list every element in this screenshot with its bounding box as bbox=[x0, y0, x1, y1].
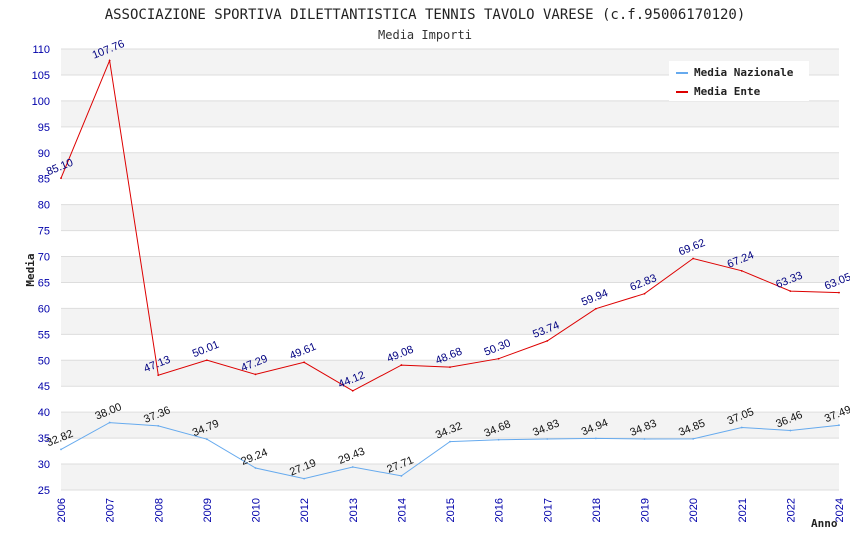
data-point bbox=[351, 466, 354, 468]
data-point bbox=[692, 437, 695, 440]
data-point bbox=[594, 437, 597, 440]
x-tick-label: 2008 bbox=[153, 498, 165, 522]
data-point bbox=[400, 364, 403, 366]
y-tick-label: 65 bbox=[38, 277, 50, 289]
data-point bbox=[789, 429, 792, 432]
x-axis-label: Anno bbox=[811, 517, 838, 530]
legend-label: Media Ente bbox=[694, 85, 761, 98]
grid-band bbox=[61, 100, 839, 127]
x-tick-label: 2022 bbox=[785, 498, 797, 522]
data-point bbox=[205, 438, 208, 441]
x-tick-label: 2018 bbox=[591, 498, 603, 522]
y-tick-label: 50 bbox=[38, 355, 50, 367]
grid-band bbox=[61, 412, 839, 439]
x-tick-label: 2010 bbox=[251, 498, 263, 522]
chart-subtitle: Media Importi bbox=[378, 28, 472, 42]
data-point bbox=[789, 290, 792, 293]
y-tick-label: 55 bbox=[38, 329, 50, 341]
data-point bbox=[594, 307, 597, 310]
y-axis-label: Media bbox=[24, 253, 37, 286]
y-tick-label: 85 bbox=[38, 174, 50, 186]
grid-band bbox=[61, 464, 839, 490]
y-axis-ticks: 25 30 35 40 45 50 55 60 65 70 75 80 85 90 95 100 105 110 bbox=[32, 44, 50, 497]
x-tick-label: 2019 bbox=[640, 498, 652, 522]
data-point bbox=[351, 389, 354, 392]
x-tick-label: 2014 bbox=[396, 498, 408, 522]
grid-band bbox=[61, 308, 839, 335]
data-point bbox=[546, 339, 549, 342]
data-point bbox=[60, 177, 62, 180]
grid-bands bbox=[61, 49, 839, 490]
data-point bbox=[838, 291, 840, 294]
data-point bbox=[692, 257, 695, 260]
y-tick-label: 45 bbox=[38, 381, 50, 393]
data-point bbox=[254, 467, 257, 469]
data-point bbox=[497, 357, 500, 360]
y-tick-label: 40 bbox=[38, 407, 50, 419]
y-tick-label: 100 bbox=[32, 96, 50, 108]
x-tick-label: 2021 bbox=[737, 498, 749, 522]
data-point bbox=[60, 448, 62, 451]
data-point bbox=[108, 59, 111, 62]
x-tick-label: 2015 bbox=[445, 498, 457, 522]
data-point bbox=[838, 424, 840, 427]
data-point bbox=[449, 440, 451, 443]
series-lines bbox=[60, 58, 840, 480]
y-tick-label: 60 bbox=[38, 303, 50, 315]
chart-title: ASSOCIAZIONE SPORTIVA DILETTANTISTICA TE… bbox=[105, 7, 746, 23]
data-point bbox=[108, 421, 111, 424]
x-tick-label: 2017 bbox=[542, 498, 554, 522]
y-tick-label: 25 bbox=[38, 485, 50, 497]
x-tick-label: 2012 bbox=[299, 498, 311, 522]
data-point bbox=[546, 438, 549, 440]
y-tick-label: 90 bbox=[38, 148, 50, 160]
grid-band bbox=[61, 204, 839, 231]
legend-box bbox=[669, 61, 809, 101]
data-point bbox=[303, 361, 306, 364]
x-axis-ticks: 2006 2007 2008 2009 2010 2012 2013 2014 2015 2016… bbox=[56, 498, 846, 522]
legend: Media Nazionale Media Ente bbox=[669, 61, 809, 101]
x-tick-label: 2013 bbox=[348, 498, 360, 522]
y-tick-label: 35 bbox=[38, 433, 50, 445]
data-point bbox=[643, 438, 646, 440]
grid-band bbox=[61, 256, 839, 283]
data-point bbox=[400, 475, 403, 477]
y-tick-label: 75 bbox=[38, 226, 50, 238]
y-tick-label: 110 bbox=[32, 44, 50, 56]
y-tick-label: 95 bbox=[38, 122, 50, 134]
x-tick-label: 2009 bbox=[202, 498, 214, 522]
data-point bbox=[157, 374, 160, 377]
x-tick-label: 2006 bbox=[56, 498, 68, 522]
data-point bbox=[449, 366, 451, 369]
data-point bbox=[157, 424, 160, 427]
data-point bbox=[740, 426, 743, 429]
x-tick-label: 2024 bbox=[834, 498, 846, 522]
data-point bbox=[643, 292, 646, 295]
y-tick-label: 30 bbox=[38, 459, 50, 471]
y-tick-label: 80 bbox=[38, 200, 50, 212]
y-tick-label: 70 bbox=[38, 252, 50, 264]
grid-band bbox=[61, 152, 839, 179]
x-tick-label: 2020 bbox=[688, 498, 700, 522]
data-point bbox=[205, 359, 208, 362]
legend-label: Media Nazionale bbox=[694, 66, 794, 79]
x-tick-label: 2016 bbox=[494, 498, 506, 522]
x-tick-label: 2007 bbox=[105, 498, 117, 522]
data-point bbox=[497, 438, 500, 441]
y-tick-label: 105 bbox=[32, 70, 50, 82]
data-point bbox=[303, 477, 306, 480]
data-point bbox=[254, 373, 257, 376]
grid-band bbox=[61, 360, 839, 387]
data-point bbox=[740, 269, 743, 272]
